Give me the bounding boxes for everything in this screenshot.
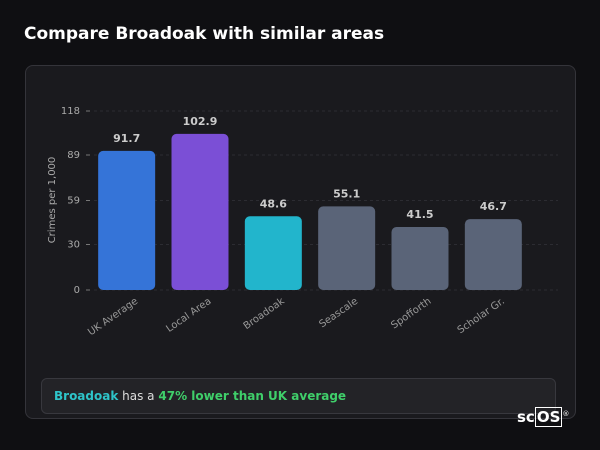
value-label: 55.1 [333, 187, 360, 200]
page-title: Compare Broadoak with similar areas [24, 24, 385, 44]
bar [391, 227, 449, 290]
bar [464, 219, 522, 290]
value-label: 46.7 [480, 200, 507, 213]
value-label: 102.9 [183, 115, 218, 128]
value-label: 41.5 [406, 208, 433, 221]
summary-area: Broadoak [54, 389, 119, 403]
summary-text: has a [122, 389, 155, 403]
summary-highlight: 47% lower than UK average [158, 389, 347, 403]
x-tick-label: Scholar Gr. [456, 296, 507, 336]
y-tick-label: 89 [67, 150, 80, 161]
bar [318, 206, 376, 290]
x-tick-label: UK Average [86, 296, 140, 338]
y-tick-label: 30 [67, 239, 80, 250]
bar [171, 133, 229, 290]
y-tick-label: 59 [67, 196, 80, 207]
x-tick-label: Broadoak [242, 296, 287, 332]
logo-prefix: sc [517, 408, 535, 426]
logo: sc OS ® [517, 407, 570, 427]
x-tick-label: Spofforth [389, 296, 433, 332]
summary: Broadoak has a 47% lower than UK average [41, 378, 556, 414]
y-tick-label: 118 [61, 106, 80, 117]
x-tick-label: Seascale [317, 296, 360, 330]
y-axis-label: Crimes per 1,000 [47, 157, 58, 244]
logo-boxed: OS [534, 407, 563, 427]
value-label: 91.7 [113, 132, 140, 145]
bar [244, 216, 302, 290]
value-label: 48.6 [260, 197, 287, 210]
bar [98, 150, 156, 290]
logo-mark: ® [562, 410, 570, 418]
y-tick-label: 0 [74, 285, 80, 296]
x-tick-label: Local Area [164, 296, 213, 335]
